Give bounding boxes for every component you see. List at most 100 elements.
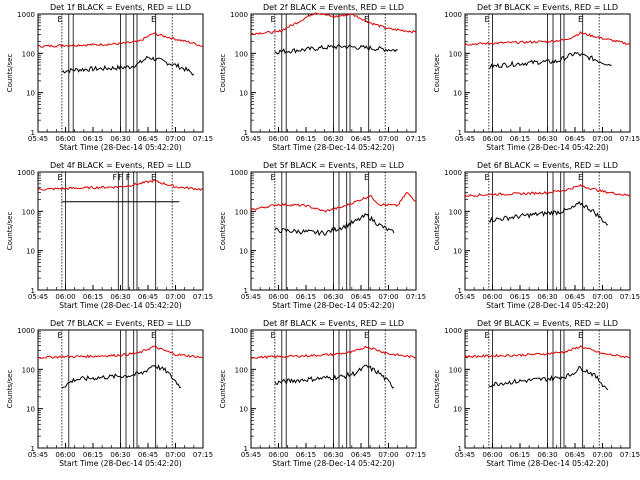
y-axis-label: Counts/sec [6,370,14,409]
series-line-events [488,200,609,226]
x-tick-label: 06:00 [268,451,288,459]
time-flag-letter: E [58,173,63,182]
x-tick-label: 07:00 [165,451,185,459]
chart-panel-9: Det 9f BLACK = Events, RED = LLD Counts/s… [433,319,640,468]
y-axis-label: Counts/sec [6,54,14,93]
x-axis-label: Start Time (28-Dec-14 05:42:20) [59,459,181,468]
x-tick-label: 06:00 [482,135,502,143]
y-axis-label: Counts/sec [219,370,227,409]
time-flag-letter: F [126,173,131,182]
y-tick-label: 100 [22,50,35,58]
series-line-events [488,51,612,69]
time-flag-letter: E [271,331,276,340]
y-tick-label: 10 [453,90,462,98]
chart-title: Det 8f BLACK = Events, RED = LLD [263,319,404,328]
time-flag-letter: E [364,173,369,182]
x-tick-label: 07:15 [193,135,213,143]
x-tick-label: 07:00 [165,293,185,301]
x-tick-label: 06:45 [565,451,585,459]
time-flag-letter: F [113,173,118,182]
x-tick-label: 07:15 [193,293,213,301]
y-tick-label: 1000 [17,169,35,177]
time-flag-letter: E [485,173,490,182]
series-line-lld [37,179,204,191]
y-tick-label: 10 [239,248,248,256]
y-tick-label: 100 [235,366,248,374]
x-tick-label: 06:15 [296,293,316,301]
chart-title: Det 9f BLACK = Events, RED = LLD [477,319,618,328]
y-tick-label: 10 [26,90,35,98]
x-tick-label: 06:30 [110,451,130,459]
time-flag-letter: E [271,15,276,24]
x-tick-label: 06:30 [537,293,557,301]
x-tick-label: 06:15 [83,451,103,459]
chart-title: Det 6f BLACK = Events, RED = LLD [477,161,618,170]
x-tick-label: 06:30 [110,293,130,301]
plot-frame [37,171,204,291]
chart-title: Det 5f BLACK = Events, RED = LLD [263,161,404,170]
x-axis-label: Start Time (28-Dec-14 05:42:20) [59,143,181,152]
series-line-lld [464,30,631,46]
time-flag-letter: E [151,173,156,182]
time-flag-letter: E [151,15,156,24]
x-tick-label: 06:45 [351,451,371,459]
time-flag-letter: E [151,331,156,340]
chart-panel-2: Det 2f BLACK = Events, RED = LLD Counts/s… [219,3,426,152]
x-tick-label: 05:45 [455,451,475,459]
time-flag-letter: E [364,331,369,340]
x-tick-label: 06:00 [482,451,502,459]
x-tick-label: 06:45 [138,451,158,459]
y-tick-label: 1000 [17,327,35,335]
x-tick-label: 06:30 [537,451,557,459]
y-tick-label: 1000 [444,327,462,335]
series-line-events [61,55,195,76]
x-tick-label: 06:45 [351,293,371,301]
y-axis-label: Counts/sec [219,54,227,93]
y-tick-label: 1 [244,287,248,295]
series-line-events [274,213,395,237]
chart-title: Det 2f BLACK = Events, RED = LLD [263,3,404,12]
x-tick-label: 05:45 [28,293,48,301]
x-tick-label: 06:15 [510,293,530,301]
x-tick-label: 06:15 [83,135,103,143]
y-tick-label: 10 [453,248,462,256]
y-tick-label: 100 [449,366,462,374]
x-tick-label: 06:00 [55,293,75,301]
y-tick-label: 1 [31,287,35,295]
x-axis-label: Start Time (28-Dec-14 05:42:20) [486,459,608,468]
x-tick-label: 06:15 [510,451,530,459]
y-tick-label: 1 [244,129,248,137]
x-tick-label: 06:00 [268,293,288,301]
x-tick-label: 06:45 [138,293,158,301]
x-tick-label: 07:15 [406,293,426,301]
x-tick-label: 05:45 [241,451,261,459]
y-tick-label: 100 [22,366,35,374]
y-tick-label: 1 [458,287,462,295]
y-axis-label: Counts/sec [6,212,14,251]
x-axis-label: Start Time (28-Dec-14 05:42:20) [272,143,394,152]
x-axis-label: Start Time (28-Dec-14 05:42:20) [272,301,394,310]
x-tick-label: 05:45 [241,293,261,301]
x-tick-label: 05:45 [28,451,48,459]
x-tick-label: 05:45 [455,135,475,143]
time-flag-letter: E [578,173,583,182]
y-tick-label: 10 [26,406,35,414]
y-tick-label: 1 [31,445,35,453]
x-axis-label: Start Time (28-Dec-14 05:42:20) [272,459,394,468]
series-line-lld [250,191,417,213]
series-line-lld [464,183,631,197]
time-flag-letter: E [58,15,63,24]
x-tick-label: 06:45 [565,293,585,301]
time-flag-letter: E [485,331,490,340]
x-tick-label: 07:15 [620,135,640,143]
series-line-events [488,365,609,391]
chart-title: Det 1f BLACK = Events, RED = LLD [50,3,191,12]
x-tick-label: 06:45 [138,135,158,143]
y-axis-label: Counts/sec [219,212,227,251]
time-flag-letter: E [271,173,276,182]
y-tick-label: 1000 [230,169,248,177]
x-tick-label: 07:15 [406,135,426,143]
x-tick-label: 07:00 [592,451,612,459]
chart-panel-7: Det 7f BLACK = Events, RED = LLD Counts/s… [6,319,213,468]
